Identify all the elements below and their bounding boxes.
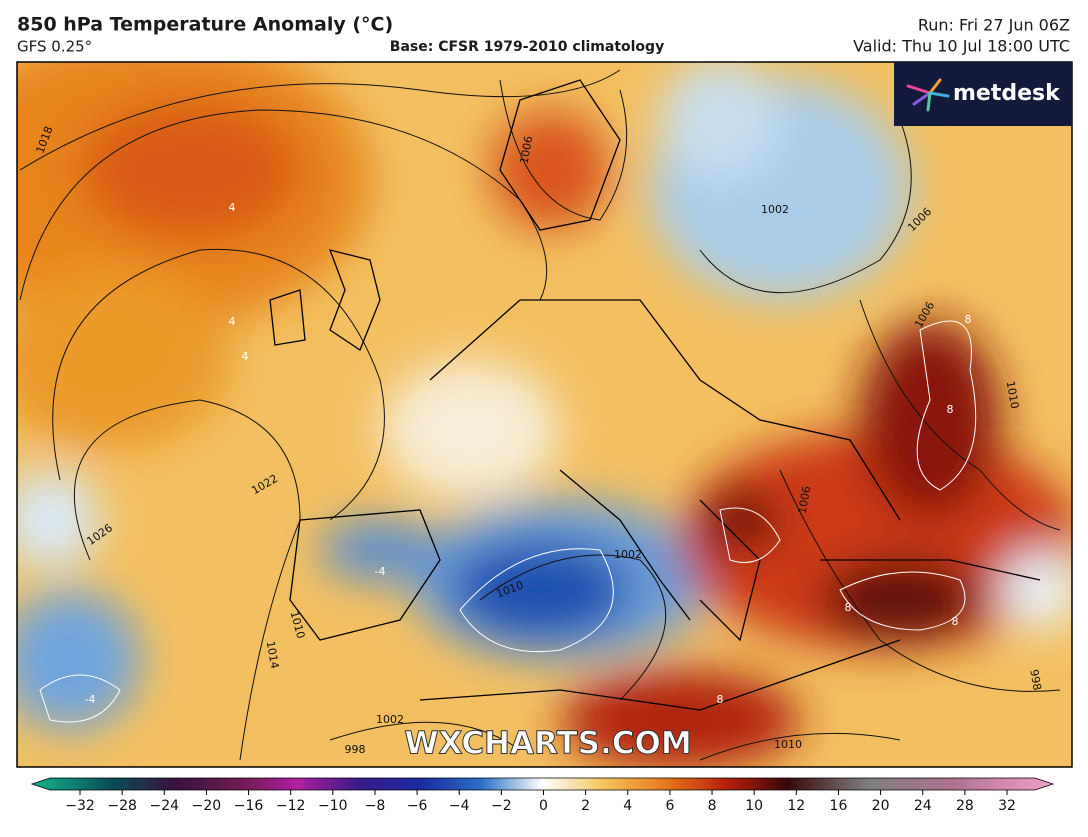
run: Run: Fri 27 Jun 06Z: [918, 16, 1070, 35]
colorbar-tick-label: −6: [407, 798, 428, 814]
map-frame: [16, 61, 1073, 768]
isobar-label: 1010: [774, 738, 802, 751]
isobar-label: 1002: [761, 203, 789, 216]
colorbar-tick-label: −12: [276, 798, 306, 814]
isobar-label: 1014: [264, 640, 282, 670]
watermark: WXCHARTS.COM: [404, 726, 691, 762]
anomaly-label: -4: [85, 693, 96, 706]
colorbar-tick-label: −28: [107, 798, 137, 814]
logo-icon: [906, 78, 950, 112]
isobar-label: 998: [345, 743, 366, 756]
isobar-label: 1002: [614, 548, 642, 561]
colorbar-tick-label: 28: [956, 798, 974, 814]
isobar-label: 998: [1027, 668, 1043, 691]
title: 850 hPa Temperature Anomaly (°C): [17, 14, 393, 36]
colorbar-tick-label: 4: [623, 798, 632, 814]
colorbar-tick-label: −8: [365, 798, 386, 814]
map: [17, 62, 1072, 767]
anomaly-label: 8: [965, 313, 972, 326]
anomaly-label: 4: [229, 201, 236, 214]
anomaly-label: 8: [952, 615, 959, 628]
anomaly-label: 8: [845, 601, 852, 614]
valid: Valid: Thu 10 Jul 18:00 UTC: [853, 37, 1070, 56]
anomaly-label: -4: [375, 565, 386, 578]
isobar-label: 1006: [518, 135, 536, 165]
colorbar-tick-label: −10: [318, 798, 348, 814]
anomaly-label: 8: [717, 693, 724, 706]
base: Base: CFSR 1979-2010 climatology: [390, 39, 664, 55]
colorbar-tick-label: −20: [192, 798, 222, 814]
colorbar-tick-label: 24: [914, 798, 932, 814]
isobar-label: 1006: [796, 485, 814, 515]
colorbar-tick-label: 0: [539, 798, 548, 814]
colorbar-tick-label: 2: [581, 798, 590, 814]
anomaly-label: 8: [947, 403, 954, 416]
colorbar-tick-label: −32: [65, 798, 95, 814]
isobar-label: 1002: [376, 713, 404, 726]
colorbar-tick-label: 6: [665, 798, 674, 814]
colorbar-tick-label: −24: [149, 798, 179, 814]
colorbar-tick-label: 16: [830, 798, 848, 814]
colorbar-tick-label: 32: [998, 798, 1016, 814]
colorbar-tick-label: 20: [872, 798, 890, 814]
colorbar-tick-label: 12: [787, 798, 805, 814]
logo-text: metdesk: [953, 81, 1061, 106]
colorbar-tick-label: 10: [745, 798, 763, 814]
anomaly-label: 4: [229, 315, 236, 328]
colorbar-tick-label: −4: [449, 798, 470, 814]
model: GFS 0.25°: [17, 38, 92, 56]
colorbar: [30, 777, 1055, 791]
colorbar-tick-label: −16: [234, 798, 264, 814]
colorbar-tick-label: −2: [491, 798, 512, 814]
colorbar-tick-label: 8: [708, 798, 717, 814]
anomaly-label: 4: [242, 350, 249, 363]
logo-box: [894, 62, 1072, 126]
isobar-label: 1010: [1004, 380, 1022, 410]
